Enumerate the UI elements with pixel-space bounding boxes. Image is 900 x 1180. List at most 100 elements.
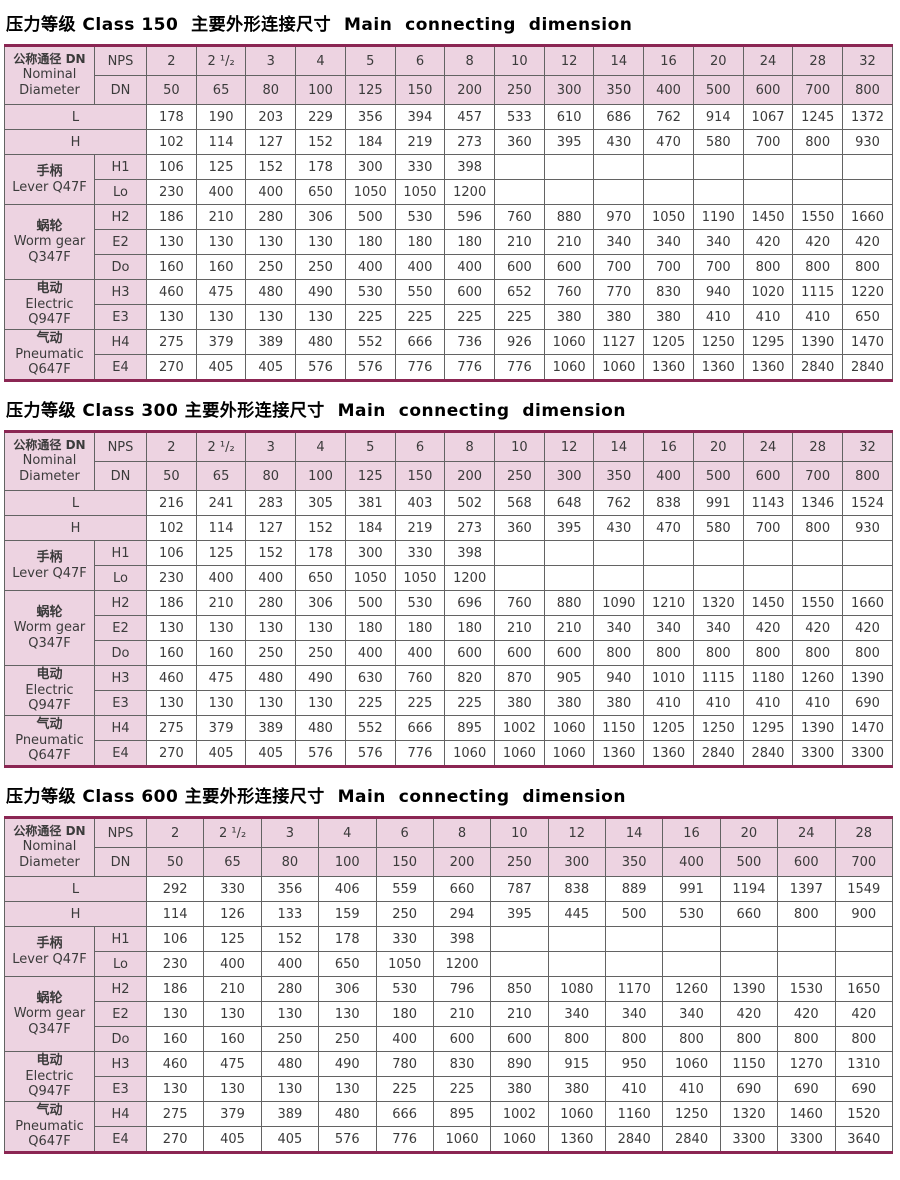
nps-header-row: 公称通径 DN Nominal Diameter NPS 2 2 ¹/₂ 3 4 6 8 10 12… bbox=[4, 817, 893, 877]
dimension-row: 手柄 Lever Q47F H1 106 125 152 178 330 398 bbox=[4, 926, 893, 977]
data-cell: 130 bbox=[195, 304, 247, 330]
nps-value-cell: 6 bbox=[394, 45, 446, 76]
nps-value-cell: 16 bbox=[643, 431, 694, 462]
data-cell: 600 bbox=[494, 640, 545, 666]
data-cell: 460 bbox=[146, 665, 197, 691]
dn-value-cell: 400 bbox=[662, 847, 721, 877]
data-cell: 1250 bbox=[692, 715, 744, 741]
data-cell: 430 bbox=[593, 515, 645, 541]
data-cell: 1250 bbox=[662, 1101, 721, 1127]
label-zh: 蜗轮 bbox=[36, 990, 63, 1006]
row-label-cell: E3 bbox=[94, 1076, 147, 1102]
data-cell: 1060 bbox=[593, 354, 645, 381]
group-label-cell: 手柄 Lever Q47F bbox=[4, 926, 95, 977]
data-cell: 890 bbox=[490, 1051, 549, 1077]
data-cell: 130 bbox=[146, 690, 197, 716]
data-cell: 410 bbox=[643, 690, 694, 716]
data-cell: 410 bbox=[692, 690, 744, 716]
data-cell: 1460 bbox=[777, 1101, 836, 1127]
data-cell: 1245 bbox=[792, 104, 844, 130]
data-cell: 1549 bbox=[834, 876, 893, 902]
data-cell: 650 bbox=[295, 179, 346, 205]
data-cell: 152 bbox=[295, 515, 346, 541]
data-cell: 533 bbox=[494, 104, 545, 130]
row-label-cell: H bbox=[4, 901, 147, 927]
nominal-diameter-corner: 公称通径 DN Nominal Diameter bbox=[4, 45, 95, 105]
data-cell: 102 bbox=[146, 515, 197, 541]
dn-value-cell: 150 bbox=[394, 461, 446, 491]
data-cell: 1250 bbox=[692, 329, 744, 355]
data-cell: 130 bbox=[260, 1001, 320, 1027]
data-cell: 690 bbox=[842, 690, 893, 716]
label-en: Nominal Diameter bbox=[19, 838, 80, 870]
label-zh: 气动 bbox=[36, 717, 63, 733]
data-cell: 152 bbox=[295, 129, 346, 155]
data-cell: 379 bbox=[203, 1101, 262, 1127]
group-label-cell: 气动 Pneumatic Q647F bbox=[4, 329, 95, 381]
data-cell: 1360 bbox=[593, 740, 645, 767]
data-cell: 400 bbox=[394, 254, 446, 280]
dn-value-cell: 80 bbox=[245, 461, 297, 491]
data-cell: 127 bbox=[245, 129, 297, 155]
data-cell: 180 bbox=[344, 229, 396, 255]
data-cell: 225 bbox=[394, 690, 446, 716]
data-cell: 830 bbox=[432, 1051, 492, 1077]
row-label-cell: H2 bbox=[94, 590, 147, 616]
data-cell: 230 bbox=[145, 951, 205, 977]
dn-value-cell: 100 bbox=[295, 75, 346, 105]
data-cell: 820 bbox=[444, 665, 496, 691]
dimension-row: E3 130 130 130 130 225 225 380 380 410 410 690 690 69… bbox=[5, 1076, 893, 1102]
data-cell bbox=[777, 951, 836, 977]
data-cell: 1200 bbox=[432, 951, 492, 977]
data-cell: 800 bbox=[742, 640, 794, 666]
nps-value-cell: 24 bbox=[742, 431, 794, 462]
label-en: Worm gear Q347F bbox=[13, 234, 86, 265]
data-cell: 800 bbox=[834, 1026, 893, 1052]
data-cell: 380 bbox=[593, 304, 645, 330]
data-cell: 360 bbox=[494, 515, 545, 541]
data-cell: 552 bbox=[344, 715, 396, 741]
data-cell: 1360 bbox=[547, 1126, 607, 1153]
dimension-row: 气动 Pneumatic Q647F H4 275 379 389 480 552 666 895… bbox=[4, 715, 893, 767]
data-cell: 600 bbox=[490, 1026, 549, 1052]
data-cell: 400 bbox=[245, 179, 297, 205]
data-cell: 800 bbox=[604, 1026, 664, 1052]
data-cell: 700 bbox=[643, 254, 694, 280]
data-cell: 160 bbox=[146, 254, 197, 280]
nps-value-cell: 14 bbox=[593, 431, 645, 462]
data-cell: 178 bbox=[295, 154, 346, 180]
data-cell: 1660 bbox=[842, 204, 893, 230]
data-cell: 300 bbox=[344, 540, 396, 566]
data-cell: 760 bbox=[494, 204, 545, 230]
data-cell: 275 bbox=[145, 1101, 205, 1127]
data-cell bbox=[543, 154, 595, 180]
data-cell: 152 bbox=[245, 540, 297, 566]
data-cell: 576 bbox=[344, 740, 396, 767]
data-cell: 130 bbox=[203, 1001, 262, 1027]
data-cell: 250 bbox=[375, 901, 434, 927]
data-cell: 330 bbox=[394, 540, 446, 566]
data-cell bbox=[742, 540, 794, 566]
data-cell: 340 bbox=[604, 1001, 664, 1027]
data-cell bbox=[604, 951, 664, 977]
data-cell: 660 bbox=[432, 876, 492, 902]
dimension-row: 蜗轮 Worm gear Q347F H2 186 210 280 306 500 530 696… bbox=[4, 590, 893, 666]
data-cell bbox=[842, 179, 893, 205]
row-label-cell: E4 bbox=[94, 740, 147, 767]
data-cell: 830 bbox=[643, 279, 694, 305]
data-cell: 1067 bbox=[742, 104, 794, 130]
data-cell bbox=[543, 565, 595, 591]
dimension-row: Lo 230 400 400 650 1050 1200 bbox=[5, 951, 893, 977]
row-label-cell: E3 bbox=[94, 690, 147, 716]
data-cell: 130 bbox=[318, 1001, 377, 1027]
data-cell: 1520 bbox=[834, 1101, 893, 1127]
data-cell bbox=[742, 565, 794, 591]
data-cell: 203 bbox=[245, 104, 297, 130]
data-cell: 1397 bbox=[777, 876, 836, 902]
group-label-cell: 蜗轮 Worm gear Q347F bbox=[4, 590, 95, 666]
data-cell: 1390 bbox=[792, 329, 844, 355]
nps-value-cell: 6 bbox=[394, 431, 446, 462]
data-cell: 420 bbox=[842, 615, 893, 641]
data-cell: 270 bbox=[146, 740, 197, 767]
data-cell bbox=[842, 540, 893, 566]
